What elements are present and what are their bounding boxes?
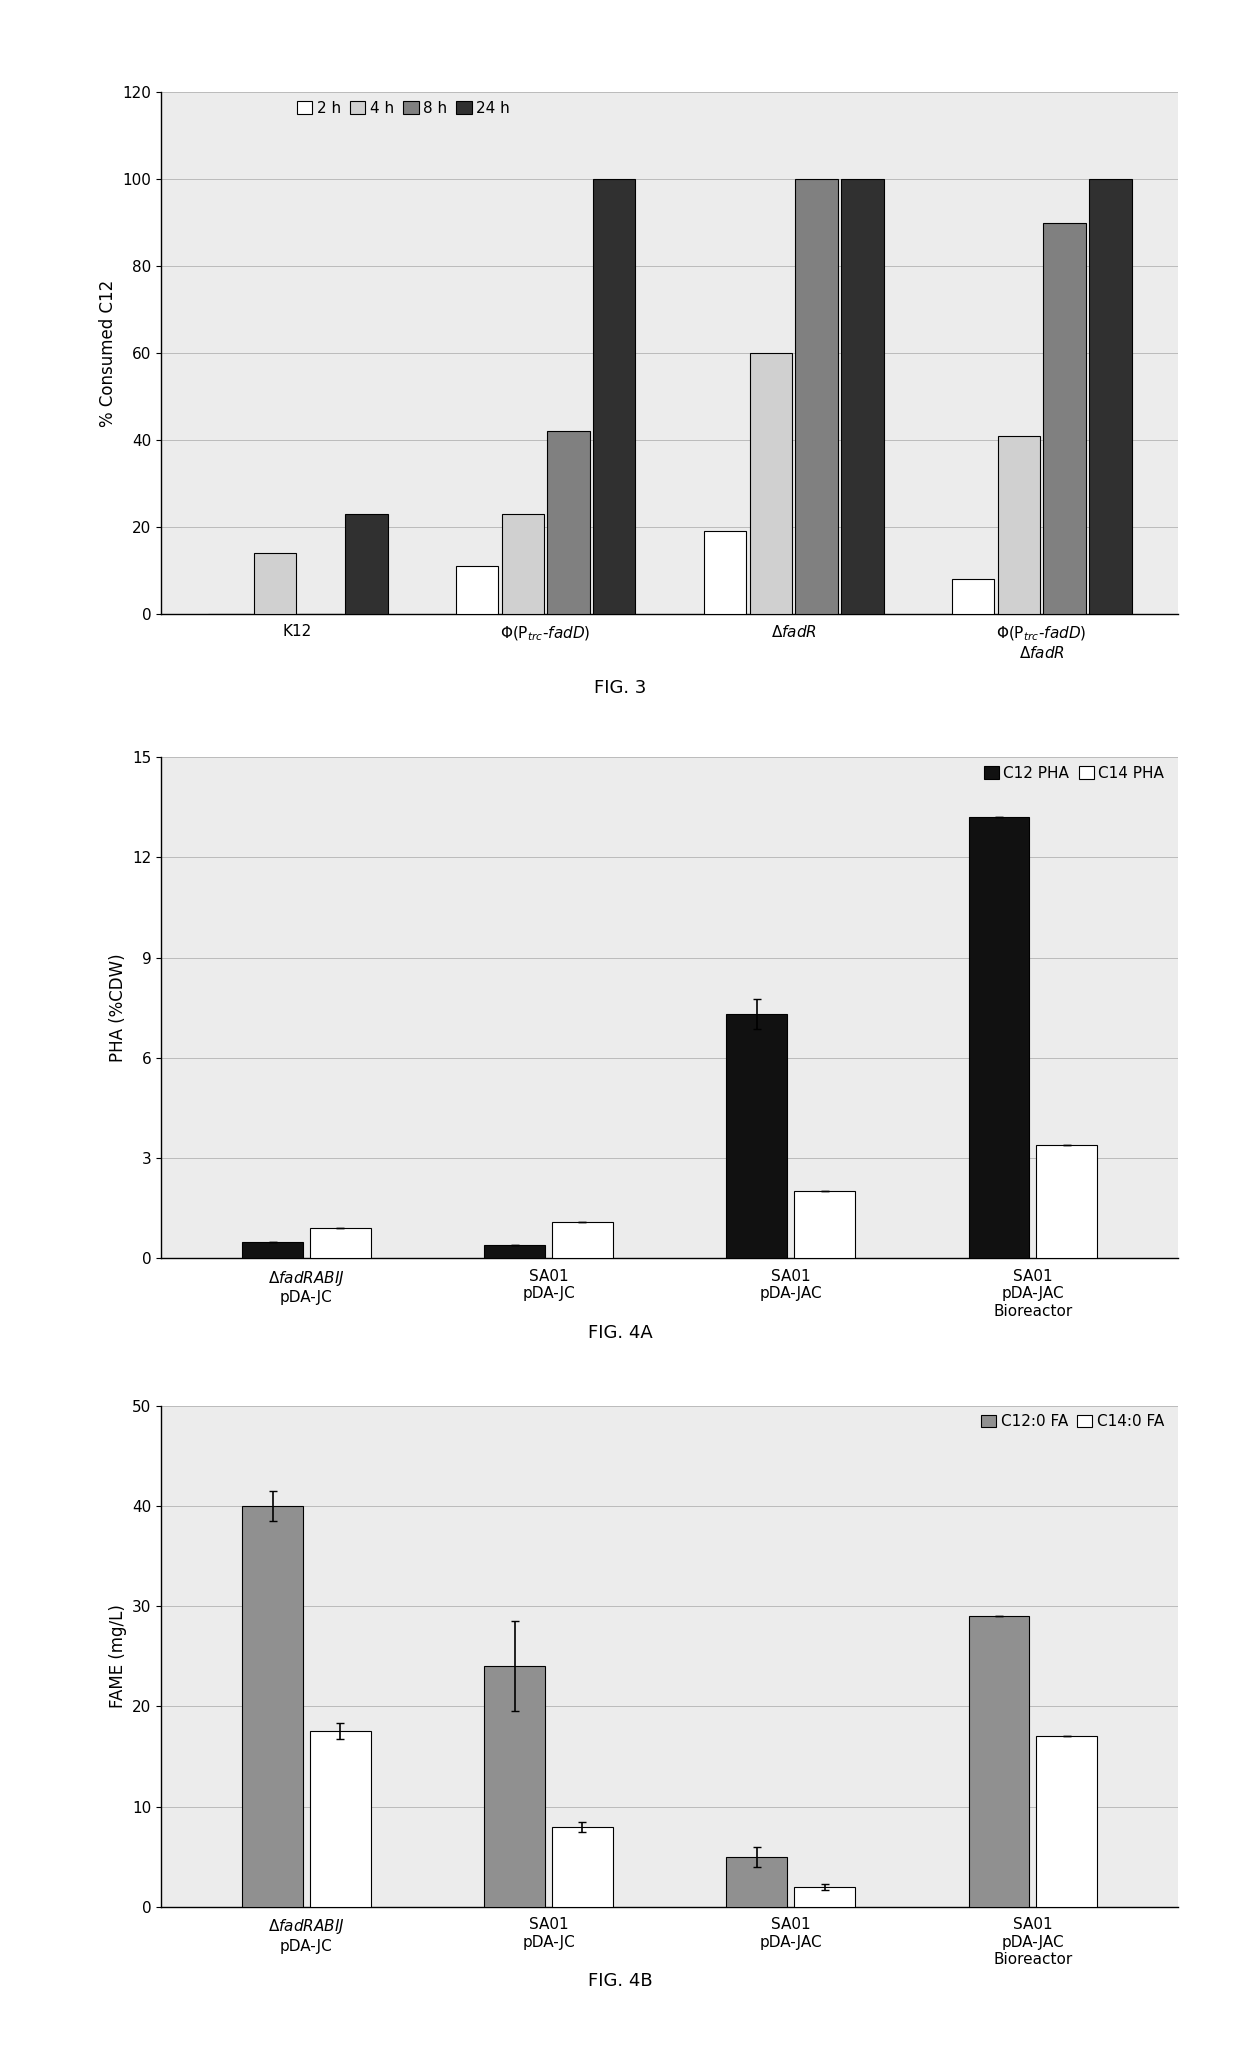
Bar: [727, 1015, 787, 1258]
Bar: [485, 1244, 544, 1258]
Bar: [795, 1191, 854, 1258]
Bar: [968, 1616, 1029, 1907]
Bar: [1090, 180, 1132, 614]
Bar: [345, 514, 388, 614]
Text: FIG. 4A: FIG. 4A: [588, 1324, 652, 1342]
Legend: 2 h, 4 h, 8 h, 24 h: 2 h, 4 h, 8 h, 24 h: [291, 94, 516, 121]
Bar: [997, 436, 1039, 614]
Bar: [242, 1506, 303, 1907]
Bar: [310, 1731, 371, 1907]
Bar: [501, 514, 543, 614]
Bar: [1037, 1737, 1097, 1907]
Bar: [552, 1221, 613, 1258]
Bar: [704, 532, 746, 614]
Bar: [310, 1228, 371, 1258]
Bar: [242, 1242, 303, 1258]
Bar: [796, 180, 838, 614]
Bar: [749, 354, 791, 614]
Bar: [841, 180, 883, 614]
Bar: [552, 1827, 613, 1907]
Bar: [968, 816, 1029, 1258]
Legend: C12 PHA, C14 PHA: C12 PHA, C14 PHA: [977, 759, 1171, 788]
Y-axis label: PHA (%CDW): PHA (%CDW): [109, 953, 126, 1062]
Bar: [548, 432, 590, 614]
Bar: [952, 579, 994, 614]
Y-axis label: % Consumed C12: % Consumed C12: [99, 280, 117, 426]
Bar: [795, 1886, 854, 1907]
Bar: [1044, 223, 1086, 614]
Text: FIG. 3: FIG. 3: [594, 679, 646, 698]
Legend: C12:0 FA, C14:0 FA: C12:0 FA, C14:0 FA: [975, 1408, 1171, 1436]
Bar: [456, 567, 498, 614]
Bar: [1037, 1144, 1097, 1258]
Bar: [254, 552, 296, 614]
Text: FIG. 4B: FIG. 4B: [588, 1972, 652, 1991]
Y-axis label: FAME (mg/L): FAME (mg/L): [109, 1604, 126, 1708]
Bar: [485, 1665, 544, 1907]
Bar: [727, 1858, 787, 1907]
Bar: [593, 180, 635, 614]
